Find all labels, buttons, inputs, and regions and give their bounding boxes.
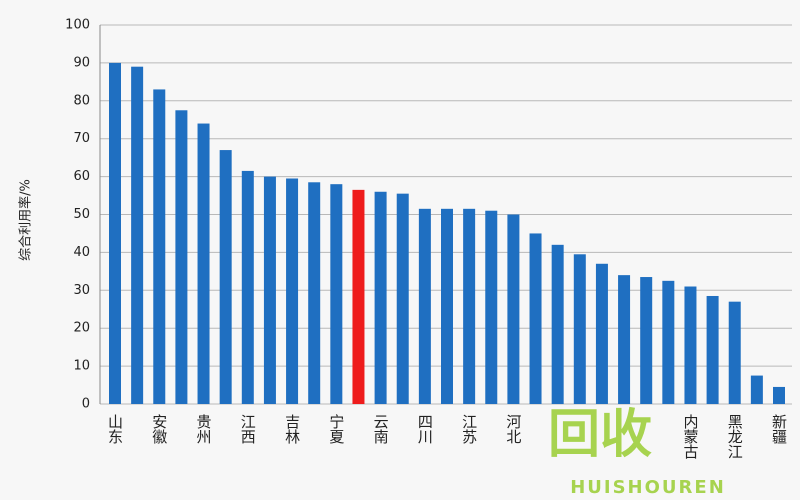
x-tick-label: 内蒙古 [681,414,699,459]
y-tick-label: 30 [73,283,90,298]
bar [131,66,144,404]
bar [308,182,321,404]
x-tick-label: 云南 [372,414,390,444]
bar [441,208,453,404]
x-tick-label: 吉林 [283,414,301,444]
y-axis-label: 综合利用率/% [18,179,34,261]
bar [219,150,232,404]
x-tick-label: 新疆 [770,414,788,444]
bar [551,244,564,404]
watermark: 回收 [548,405,652,465]
y-tick-label: 40 [73,245,90,260]
watermark-subtext: HUISHOUREN [570,477,726,498]
bar [706,295,719,404]
x-tick-label: 安徽 [150,414,168,444]
bar [241,170,254,404]
bar [640,277,653,404]
bar [109,62,121,405]
bar [263,176,276,404]
bar [595,263,608,404]
y-tick-label: 0 [82,397,90,412]
x-tick-label: 四川 [416,414,434,444]
y-tick-label: 10 [73,359,90,374]
bar [463,208,476,404]
x-tick-label: 江西 [239,414,257,444]
bar [330,184,343,404]
bar [153,89,166,405]
y-tick-label: 100 [65,18,90,33]
y-tick-label: 90 [73,55,90,70]
x-tick-label: 山东 [106,414,124,444]
y-tick-label: 60 [73,169,90,184]
bar [507,214,520,404]
bar [728,301,741,404]
bar [773,386,785,404]
x-tick-label: 河北 [504,414,522,444]
x-tick-label: 黑龙江 [726,414,744,459]
x-tick-label: 贵州 [195,414,213,444]
bar [573,254,586,404]
bar [529,233,542,404]
bar [684,286,697,404]
y-tick-label: 70 [73,131,90,146]
bar [374,191,387,404]
x-tick-label: 宁夏 [327,414,345,444]
bar [618,275,631,404]
bar [662,280,675,404]
bar [396,193,409,404]
bar [197,123,210,404]
bar [418,208,431,404]
y-tick-label: 20 [73,321,90,336]
bar [485,210,498,404]
bar [352,189,365,404]
bar [750,375,763,404]
bar [175,110,188,405]
y-tick-label: 50 [73,207,90,222]
bar [286,178,299,404]
y-tick-label: 80 [73,93,90,108]
x-tick-label: 江苏 [460,414,478,445]
